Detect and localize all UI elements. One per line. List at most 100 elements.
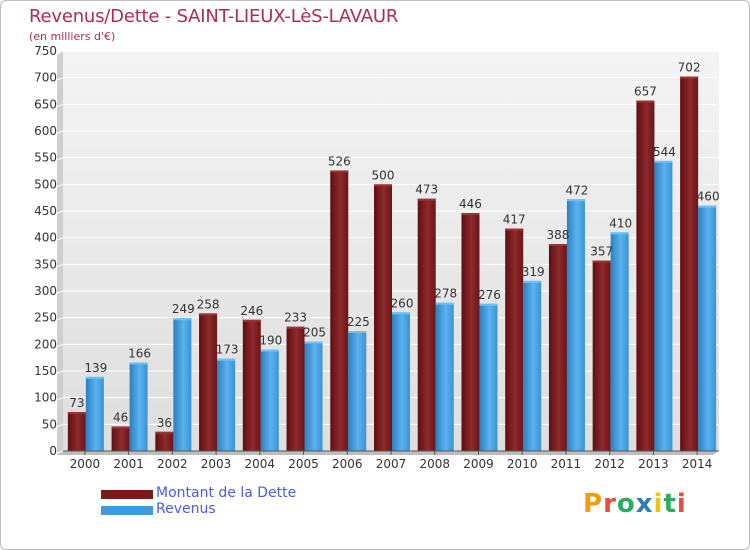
x-tick-label: 2012 [594,457,625,471]
y-tick-label: 100 [34,391,57,405]
data-label: 500 [372,168,395,182]
y-tick-label: 50 [42,417,57,431]
bar-dette-top [111,426,130,429]
gridline-side [52,130,64,136]
data-label: 246 [240,304,263,318]
x-tick-label: 2014 [682,457,713,471]
bar-revenus [173,318,192,451]
data-label: 473 [415,183,438,197]
bar-dette [592,260,611,451]
data-label: 417 [503,213,526,227]
bar-revenus [348,331,367,451]
logo-letter: i [653,489,664,519]
x-tick-label: 2005 [288,457,319,471]
y-tick-label: 350 [34,257,57,271]
bar-dette [286,326,305,451]
data-label: 276 [478,288,501,302]
gridline-side [52,397,64,403]
y-tick-label: 150 [34,364,57,378]
bar-dette [680,76,699,451]
data-label: 657 [634,85,657,99]
bar-dette-top [417,198,436,201]
bar-revenus-top [260,349,279,352]
bar-revenus-top [392,312,410,315]
bar-dette-top [242,319,261,322]
gridline-side [52,450,64,456]
bar-dette [417,198,436,451]
gridline-side [52,183,64,189]
bar-dette [505,228,524,451]
bar-revenus-top [566,199,585,202]
y-tick-label: 200 [34,337,57,351]
logo-letter: o [616,489,636,519]
bar-revenus [392,312,410,451]
bar-revenus [479,303,498,451]
x-tick-label: 2011 [551,457,582,471]
bar-revenus [129,362,148,451]
bar-dette-top [67,412,86,415]
bar-revenus-top [435,302,454,305]
data-label: 258 [197,297,220,311]
logo-letter: r [603,489,617,519]
logo-letter: P [583,489,604,519]
bar-dette [548,244,567,451]
x-tick-label: 2009 [463,457,494,471]
bar-revenus [260,349,279,451]
data-label: 278 [434,287,457,301]
logo-letter: x [635,489,654,519]
logo-letter: t [663,489,677,519]
bar-dette-top [461,213,480,216]
bar-revenus [610,232,629,451]
bar-revenus [523,280,542,451]
y-tick-label: 500 [34,177,57,191]
bar-revenus-top [129,362,148,365]
data-label: 472 [565,183,588,197]
data-label: 205 [303,326,326,340]
bar-dette [330,170,349,451]
y-tick-label: 400 [34,231,57,245]
y-tick-label: 0 [49,444,57,458]
data-label: 225 [347,315,370,329]
bar-revenus-top [173,318,192,321]
y-tick-label: 750 [34,44,57,58]
gridline-side [52,50,64,56]
bar-revenus [85,376,104,451]
data-label: 544 [653,145,676,159]
data-label: 410 [609,216,632,230]
data-label: 166 [128,346,151,360]
legend-label-dette: Montant de la Dette [156,485,297,501]
bar-revenus [654,160,673,451]
plot-floor [57,451,719,455]
gridline-side [52,103,64,109]
gridline-side [52,290,64,296]
y-tick-label: 250 [34,311,57,325]
bar-revenus [698,205,717,451]
bar-revenus-top [610,232,629,235]
bar-revenus-top [85,376,104,379]
gridline-side [52,317,64,323]
gridline-side [52,157,64,163]
data-label: 173 [216,343,239,357]
data-label: 36 [157,416,172,430]
data-label: 460 [697,190,720,204]
bar-revenus-top [698,205,717,208]
y-tick-label: 600 [34,124,57,138]
bar-dette [155,431,174,451]
bar-dette-top [374,184,392,187]
data-label: 139 [84,361,107,375]
data-label: 46 [113,410,128,424]
bar-dette-top [155,431,174,434]
gridline-side [52,77,64,83]
data-label: 260 [391,296,414,310]
proxiti-logo: Proxiti [583,489,687,519]
data-label: 249 [172,302,195,316]
bar-dette-top [636,100,655,103]
x-tick-label: 2003 [201,457,232,471]
data-label: 357 [590,245,613,259]
bar-revenus-top [523,280,542,283]
bar-dette [636,100,655,451]
x-tick-label: 2004 [245,457,276,471]
x-tick-label: 2006 [332,457,363,471]
plot-side-wall [57,51,63,455]
